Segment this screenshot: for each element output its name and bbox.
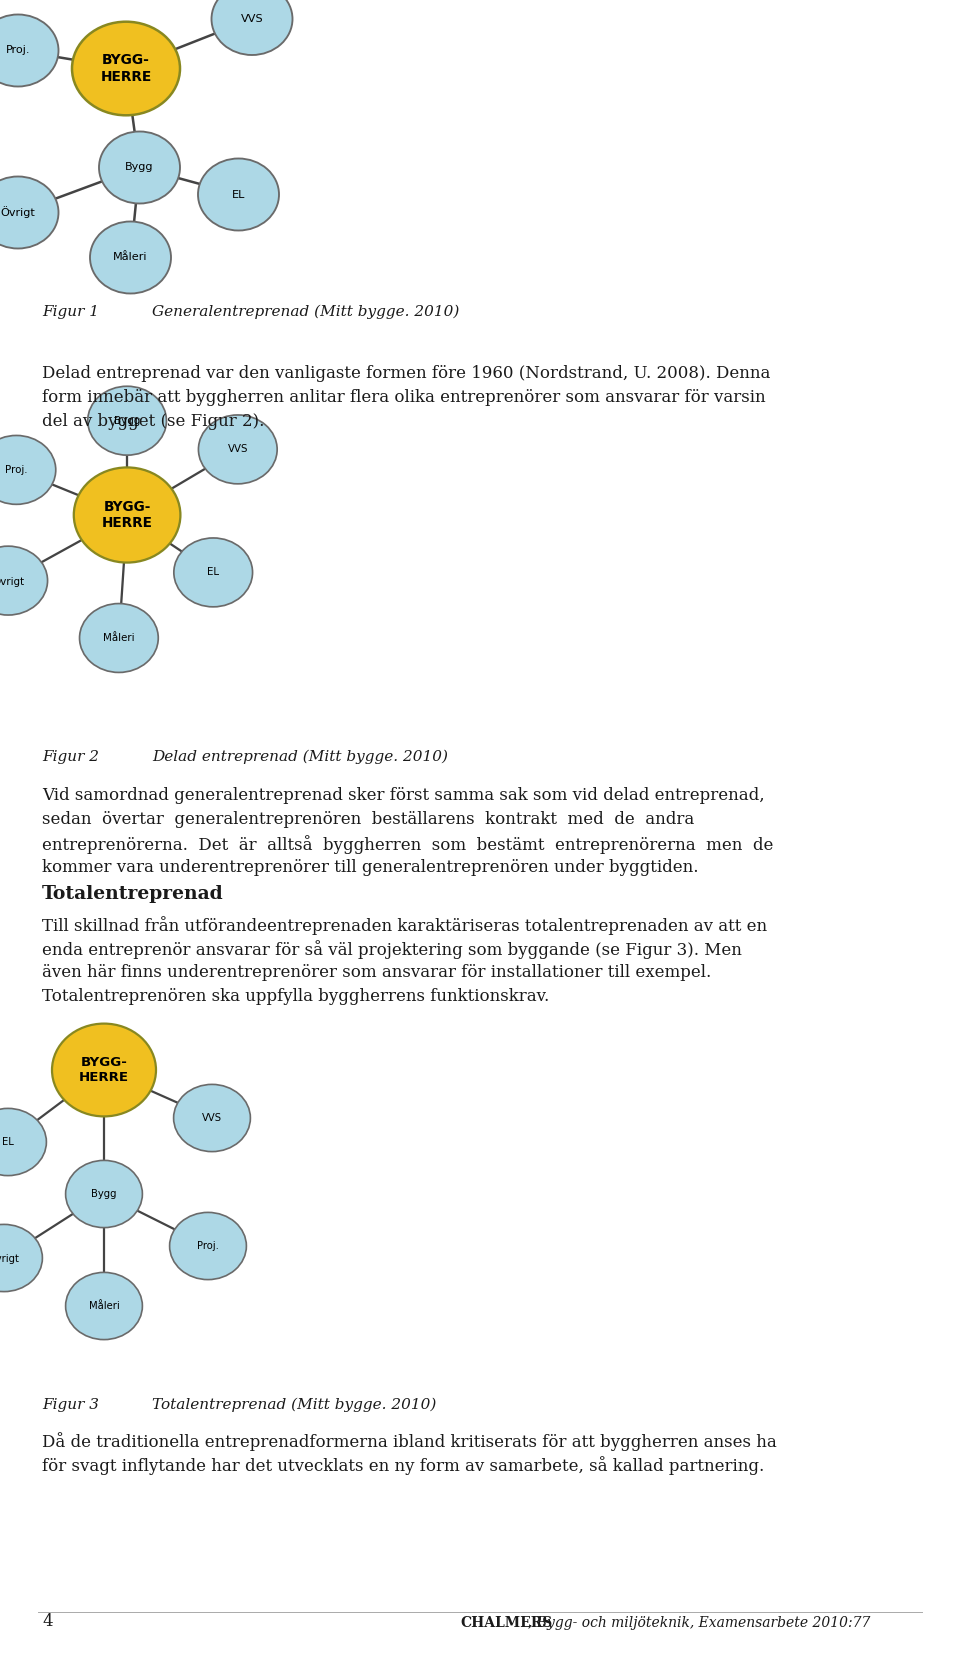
- Text: Bygg: Bygg: [91, 1189, 117, 1199]
- Text: EL: EL: [2, 1137, 13, 1147]
- Text: Proj.: Proj.: [5, 465, 28, 475]
- Text: Figur 2: Figur 2: [42, 750, 99, 764]
- Ellipse shape: [72, 22, 180, 115]
- Ellipse shape: [0, 15, 59, 86]
- Text: Bygg: Bygg: [125, 163, 154, 173]
- Text: Övrigt: Övrigt: [1, 206, 36, 219]
- Text: Bygg: Bygg: [114, 415, 140, 425]
- Text: Övrigt: Övrigt: [0, 1252, 19, 1263]
- Ellipse shape: [0, 1225, 42, 1291]
- Ellipse shape: [65, 1160, 142, 1228]
- Text: CHALMERS: CHALMERS: [460, 1615, 552, 1630]
- Text: Måleri: Måleri: [113, 252, 148, 262]
- Ellipse shape: [0, 546, 48, 616]
- Text: Figur 3: Figur 3: [42, 1398, 99, 1413]
- Text: VVS: VVS: [228, 445, 248, 455]
- Text: för svagt inflytande har det utvecklats en ny form av samarbete, så kallad partn: för svagt inflytande har det utvecklats …: [42, 1456, 764, 1474]
- Ellipse shape: [0, 435, 56, 505]
- Ellipse shape: [170, 1212, 247, 1280]
- Ellipse shape: [211, 0, 293, 55]
- Text: Totalentreprenad (Mitt bygge. 2010): Totalentreprenad (Mitt bygge. 2010): [152, 1398, 437, 1413]
- Ellipse shape: [174, 538, 252, 608]
- Text: 4: 4: [42, 1614, 53, 1630]
- Ellipse shape: [65, 1273, 142, 1340]
- Text: Övrigt: Övrigt: [0, 574, 24, 586]
- Text: Vid samordnad generalentreprenad sker först samma sak som vid delad entreprenad,: Vid samordnad generalentreprenad sker fö…: [42, 787, 764, 803]
- Ellipse shape: [99, 131, 180, 204]
- Text: entreprenörerna.  Det  är  alltså  byggherren  som  bestämt  entreprenörerna  me: entreprenörerna. Det är alltså byggherre…: [42, 835, 774, 853]
- Text: BYGG-
HERRE: BYGG- HERRE: [102, 500, 153, 530]
- Text: Delad entreprenad (Mitt bygge. 2010): Delad entreprenad (Mitt bygge. 2010): [152, 750, 448, 764]
- Text: sedan  övertar  generalentreprenören  beställarens  kontrakt  med  de  andra: sedan övertar generalentreprenören bestä…: [42, 812, 694, 828]
- Text: Totalentreprenören ska uppfylla byggherrens funktionskrav.: Totalentreprenören ska uppfylla byggherr…: [42, 988, 549, 1004]
- Text: VVS: VVS: [202, 1112, 222, 1124]
- Text: Figur 1: Figur 1: [42, 305, 99, 319]
- Text: Måleri: Måleri: [103, 632, 134, 642]
- Text: EL: EL: [207, 568, 219, 578]
- Text: kommer vara underentreprenörer till generalentreprenören under byggtiden.: kommer vara underentreprenörer till gene…: [42, 858, 699, 876]
- Ellipse shape: [87, 387, 166, 455]
- Text: Proj.: Proj.: [197, 1242, 219, 1252]
- Text: Då de traditionella entreprenadformerna ibland kritiserats för att byggherren an: Då de traditionella entreprenadformerna …: [42, 1433, 777, 1451]
- Ellipse shape: [90, 221, 171, 294]
- Text: Delad entreprenad var den vanligaste formen före 1960 (Nordstrand, U. 2008). Den: Delad entreprenad var den vanligaste for…: [42, 365, 770, 382]
- Text: form innebär att byggherren anlitar flera olika entreprenörer som ansvarar för v: form innebär att byggherren anlitar fler…: [42, 388, 766, 407]
- Ellipse shape: [0, 176, 59, 249]
- Ellipse shape: [0, 1109, 46, 1175]
- Text: BYGG-
HERRE: BYGG- HERRE: [79, 1056, 129, 1084]
- Text: Generalentreprenad (Mitt bygge. 2010): Generalentreprenad (Mitt bygge. 2010): [152, 305, 460, 319]
- Text: , Bygg- och miljöteknik, Examensarbete 2010:77: , Bygg- och miljöteknik, Examensarbete 2…: [528, 1615, 871, 1630]
- Text: även här finns underentreprenörer som ansvarar för installationer till exempel.: även här finns underentreprenörer som an…: [42, 964, 711, 981]
- Text: EL: EL: [231, 189, 245, 199]
- Ellipse shape: [198, 158, 279, 231]
- Text: Totalentreprenad: Totalentreprenad: [42, 885, 224, 903]
- Text: Måleri: Måleri: [88, 1301, 119, 1311]
- Text: del av bygget (se Figur 2).: del av bygget (se Figur 2).: [42, 413, 264, 430]
- Ellipse shape: [52, 1024, 156, 1117]
- Ellipse shape: [174, 1084, 251, 1152]
- Text: Till skillnad från utförandeentreprenaden karaktäriseras totalentreprenaden av a: Till skillnad från utförandeentreprenade…: [42, 916, 767, 935]
- Text: BYGG-
HERRE: BYGG- HERRE: [101, 53, 152, 83]
- Text: VVS: VVS: [241, 13, 263, 23]
- Text: Proj.: Proj.: [6, 45, 31, 55]
- Ellipse shape: [199, 415, 277, 483]
- Ellipse shape: [74, 468, 180, 563]
- Text: enda entreprenör ansvarar för så väl projektering som byggande (se Figur 3). Men: enda entreprenör ansvarar för så väl pro…: [42, 940, 742, 959]
- Ellipse shape: [80, 604, 158, 672]
